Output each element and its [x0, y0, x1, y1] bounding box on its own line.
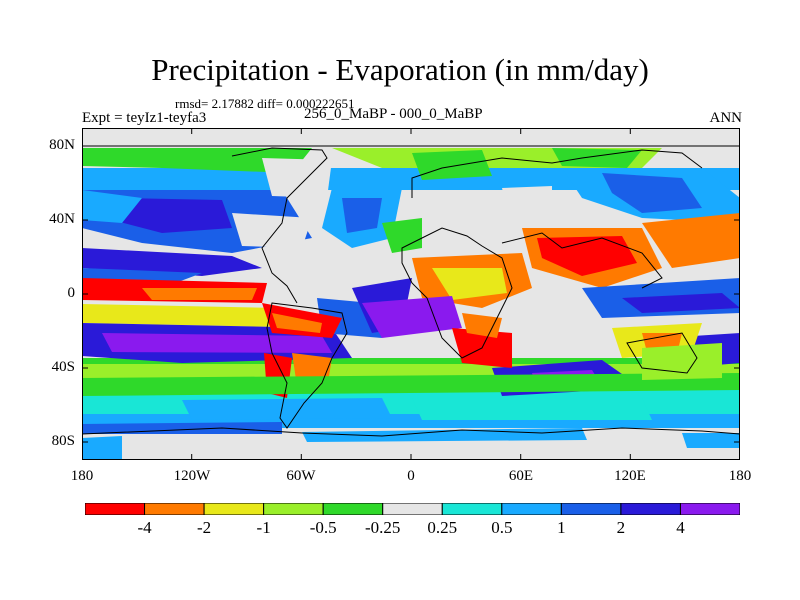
lon-label: 60E [508, 468, 534, 484]
colorbar-box [679, 503, 740, 515]
colorbar-box [203, 503, 265, 515]
colorbar-label: -1 [256, 518, 271, 537]
lon-label: 60W [286, 468, 316, 484]
lon-label: 120W [173, 468, 211, 484]
colorbar-box [322, 503, 384, 515]
lat-label: 40N [49, 211, 75, 227]
colorbar-label: -2 [196, 518, 212, 537]
lat-label: 40S [51, 359, 75, 375]
colorbar-label: -0.25 [365, 518, 401, 537]
colorbar [85, 503, 740, 515]
continent-outlines [82, 145, 740, 437]
period-label: 256_0_MaBP - 000_0_MaBP [304, 106, 483, 122]
lat-label: 0 [67, 285, 76, 301]
colorbar-label: 0.25 [427, 518, 458, 537]
lon-label: 0 [407, 468, 415, 484]
colorbar-label: 0.5 [491, 518, 513, 537]
lon-label: 120E [614, 468, 646, 484]
colorbar-label: 2 [616, 518, 626, 537]
colorbar-box [560, 503, 622, 515]
colorbar-label: -4 [137, 518, 152, 537]
colorbar-box [263, 503, 324, 515]
pme-map [82, 128, 740, 460]
colorbar-box [382, 503, 443, 515]
contour-fields [82, 128, 740, 460]
colorbar-box [441, 503, 503, 515]
colorbar-box [501, 503, 562, 515]
lon-label: 180 [70, 468, 94, 484]
colorbar-label: 4 [676, 518, 685, 537]
season-label: ANN [709, 110, 743, 126]
rmsd-diff-stats: rmsd= 2.17882 diff= 0.000222651 [175, 96, 355, 111]
lon-label: 180 [728, 468, 752, 484]
colorbar-label: -0.5 [309, 518, 337, 537]
lat-label: 80S [51, 433, 75, 449]
colorbar-label: 1 [557, 518, 566, 537]
colorbar-box [620, 503, 681, 515]
map-frame [82, 128, 740, 460]
colorbar-box [85, 503, 146, 515]
lat-label: 80N [49, 137, 75, 153]
colorbar-box [144, 503, 205, 515]
experiment-label: Expt = teyIz1-teyfa3 [82, 110, 207, 126]
figure-title: Precipitation - Evaporation (in mm/day) [151, 52, 649, 87]
